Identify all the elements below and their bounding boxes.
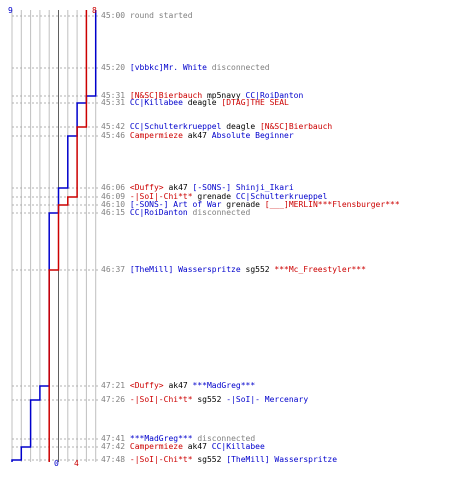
player-name: CC|Schulterkrueppel: [129, 122, 222, 131]
event-time: 45:42: [101, 122, 130, 131]
event-time: 47:42: [101, 442, 130, 451]
player-name: Absolute Beginner: [211, 131, 294, 140]
player-name: ***Mc_Freestyler***: [274, 265, 366, 274]
player-name: CC|Schulterkrueppel: [235, 192, 328, 201]
event-time: 45:31: [101, 98, 130, 107]
event-status: disconnected: [187, 208, 251, 217]
event-time: 45:00: [101, 11, 130, 20]
red-team-line: [48, 10, 88, 462]
weapon-label: sg552: [240, 265, 275, 274]
weapon-label: sg552: [192, 395, 227, 404]
event-row: 46:06 <Duffy> ak47 [-SONS-] Shinji_Ikari: [101, 183, 294, 193]
player-name: [-SONS-] Shinji_Ikari: [192, 183, 294, 192]
event-time: 46:06: [101, 183, 130, 192]
player-name: CC|Killabee: [211, 442, 265, 451]
weapon-label: deagle: [221, 122, 260, 131]
player-name: [TheMill] Wasserspritze: [226, 455, 338, 464]
event-time: 47:48: [101, 455, 130, 464]
timeline-graph: [11, 10, 100, 462]
event-row: 46:15 CC|RoiDanton disconnected: [101, 208, 250, 218]
event-status: disconnected: [192, 434, 256, 443]
player-name: [-SONS-] Art of War: [129, 200, 222, 209]
event-time: 45:46: [101, 131, 130, 140]
blue-count-start: 9: [8, 6, 13, 15]
player-name: [N&SC]Bierbauch: [259, 122, 333, 131]
player-name: -|SoI|-Chi*t*: [129, 192, 193, 201]
weapon-label: ak47: [182, 442, 212, 451]
player-name: -|SoI|- Mercenary: [226, 395, 309, 404]
player-name: [N&SC]Bierbauch: [129, 91, 203, 100]
event-row: 46:09 -|SoI|-Chi*t* grenade CC|Schulterk…: [101, 192, 327, 202]
event-row: 47:48 -|SoI|-Chi*t* sg552 [TheMill] Wass…: [101, 455, 337, 465]
player-name: Campermieze: [129, 442, 183, 451]
blue-count-end: 0: [54, 459, 59, 468]
event-time: 45:20: [101, 63, 130, 72]
player-name: -|SoI|-Chi*t*: [129, 395, 193, 404]
player-name: CC|Killabee: [129, 98, 183, 107]
weapon-label: ak47: [163, 183, 193, 192]
player-name: CC|RoiDanton: [245, 91, 304, 100]
event-row: 45:31 [N&SC]Bierbauch mp5navy CC|RoiDant…: [101, 91, 303, 101]
player-name: <Duffy>: [129, 381, 164, 390]
weapon-label: deagle: [182, 98, 222, 107]
player-name: CC|RoiDanton: [129, 208, 188, 217]
weapon-label: mp5navy: [202, 91, 246, 100]
event-row: 46:10 [-SONS-] Art of War grenade [___]M…: [101, 200, 400, 210]
player-name: ***MadGreg***: [129, 434, 193, 443]
event-time: 46:10: [101, 200, 130, 209]
event-time: 45:31: [101, 91, 130, 100]
event-row: 46:37 [TheMill] Wasserspritze sg552 ***M…: [101, 265, 366, 275]
player-name: <Duffy>: [129, 183, 164, 192]
player-name: [DTAG]THE SEAL: [221, 98, 289, 107]
weapon-label: grenade: [221, 200, 265, 209]
event-row: 45:31 CC|Killabee deagle [DTAG]THE SEAL: [101, 98, 289, 108]
event-status: round started: [129, 11, 193, 20]
event-row: 47:26 -|SoI|-Chi*t* sg552 -|SoI|- Mercen…: [101, 395, 308, 405]
red-count-end: 4: [74, 459, 79, 468]
weapon-label: grenade: [192, 192, 236, 201]
player-name: [vbbkc]Mr. White: [129, 63, 207, 72]
event-row: 45:20 [vbbkc]Mr. White disconnected: [101, 63, 270, 73]
event-row: 45:00 round started: [101, 11, 193, 21]
event-row: 45:46 Campermieze ak47 Absolute Beginner: [101, 131, 294, 141]
weapon-label: ak47: [163, 381, 193, 390]
red-count-start: 8: [92, 6, 97, 15]
event-row: 47:42 Campermieze ak47 CC|Killabee: [101, 442, 265, 452]
player-name: Campermieze: [129, 131, 183, 140]
event-time: 46:37: [101, 265, 130, 274]
event-time: 47:41: [101, 434, 130, 443]
event-status: disconnected: [206, 63, 270, 72]
event-row: 47:21 <Duffy> ak47 ***MadGreg***: [101, 381, 255, 391]
player-name: [TheMill] Wasserspritze: [129, 265, 241, 274]
event-time: 46:15: [101, 208, 130, 217]
weapon-label: sg552: [192, 455, 227, 464]
player-count-timeline: 9 8 0 4: [0, 0, 130, 500]
event-time: 47:21: [101, 381, 130, 390]
player-name: -|SoI|-Chi*t*: [129, 455, 193, 464]
event-row: 47:41 ***MadGreg*** disconnected: [101, 434, 255, 444]
player-name: ***MadGreg***: [192, 381, 256, 390]
player-name: [___]MERLIN***Flensburger***: [264, 200, 400, 209]
event-time: 46:09: [101, 192, 130, 201]
weapon-label: ak47: [182, 131, 212, 140]
event-time: 47:26: [101, 395, 130, 404]
event-row: 45:42 CC|Schulterkrueppel deagle [N&SC]B…: [101, 122, 332, 132]
